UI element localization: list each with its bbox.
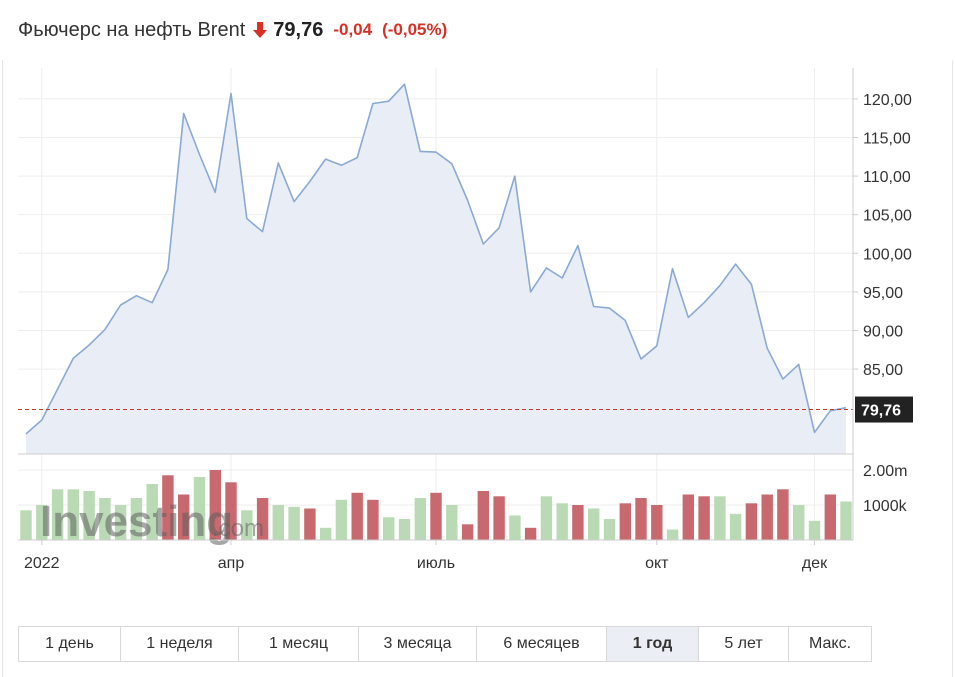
- volume-bar: [225, 482, 237, 541]
- volume-bar: [367, 499, 379, 541]
- volume-bar: [729, 513, 742, 541]
- volume-bar: [162, 475, 174, 541]
- price-line: [25, 83, 847, 435]
- period-button-max[interactable]: Макс.: [808, 635, 852, 652]
- volume-bar: [51, 489, 64, 541]
- volume-bar: [288, 506, 300, 541]
- volume-bar: [461, 524, 474, 541]
- volume-axis-label: 2.00m: [863, 463, 907, 480]
- volume-bar: [682, 494, 694, 540]
- volume-bar: [67, 489, 79, 541]
- volume-bar: [446, 505, 458, 540]
- volume-bar: [840, 501, 852, 540]
- volume-bar: [398, 519, 411, 540]
- watermark-suffix: .com: [212, 515, 264, 542]
- volume-bar: [99, 498, 111, 540]
- y-tick-label: 95,00: [863, 285, 903, 302]
- volume-axis-label: 1000k: [863, 498, 908, 515]
- volume-bar: [588, 508, 600, 540]
- volume-bar: [272, 505, 284, 540]
- x-tick-label: июль: [417, 555, 455, 572]
- y-tick-label: 105,00: [863, 208, 912, 225]
- instrument-title: Фьючерс на нефть Brent: [18, 18, 246, 41]
- volume-bar: [256, 498, 269, 540]
- period-button-1-year[interactable]: 1 год: [607, 627, 699, 661]
- y-tick-label: 85,00: [863, 362, 903, 379]
- down-arrow-icon: [253, 22, 268, 38]
- axes: 120,00 115,00 110,00 105,00 100,00 95,00 90,00…: [18, 68, 912, 572]
- volume-bar: [808, 520, 821, 541]
- y-tick-label: 90,00: [863, 323, 903, 340]
- current-price-label-bg: [855, 396, 913, 423]
- price-change-percent: (-0,05%): [382, 20, 448, 39]
- period-button-3-months[interactable]: 3 месяца: [359, 627, 477, 661]
- volume-bar: [193, 477, 206, 540]
- period-button-1-month[interactable]: 1 месяц: [239, 627, 359, 661]
- volume-bar: [777, 489, 789, 541]
- volume-bar: [540, 496, 553, 541]
- volume-bar: [761, 494, 773, 540]
- volume-bar: [824, 494, 836, 540]
- volume-bar: [351, 492, 363, 541]
- current-price-label: 79,76: [855, 396, 913, 423]
- volume-bar: [572, 505, 584, 540]
- investing-watermark-logo: Investing .com: [40, 497, 264, 546]
- chart-panel: [2, 60, 953, 677]
- volume-bar: [114, 505, 127, 540]
- volume-bar: [414, 498, 426, 540]
- volume-bar: [793, 505, 805, 540]
- volume-bar: [178, 494, 190, 540]
- period-button-5-years[interactable]: 5 лет: [699, 627, 789, 661]
- volume-bar: [619, 503, 631, 541]
- x-tick-label: апр: [218, 555, 245, 572]
- volume-bar: [83, 491, 95, 540]
- volume-bar: [666, 529, 679, 540]
- x-tick-label: окт: [645, 555, 669, 572]
- price-change: -0,04: [333, 20, 373, 39]
- volume-bar: [146, 484, 158, 540]
- volume-bar: [477, 491, 489, 540]
- period-button-1-day[interactable]: 1 день: [19, 627, 121, 661]
- y-tick-label: 115,00: [863, 130, 911, 147]
- y-tick-label: 120,00: [863, 92, 912, 109]
- volume-bar: [319, 527, 332, 541]
- y-tick-label: 100,00: [863, 246, 912, 263]
- quote-header: Фьючерс на нефть Brent 79,76 -0,04 (-0,0…: [18, 14, 447, 46]
- period-button-6-months[interactable]: 6 месяцев: [477, 627, 607, 661]
- watermark-brand: Investing: [40, 497, 233, 546]
- volume-bar: [130, 498, 143, 540]
- volume-bar: [509, 515, 521, 540]
- volume-bar: [745, 503, 758, 541]
- volume-bar: [603, 519, 616, 540]
- volume-bar: [651, 505, 663, 540]
- x-tick-label: 2022: [24, 555, 60, 572]
- volume-bar: [430, 492, 442, 541]
- volume-bar: [304, 508, 316, 540]
- volume-bar: [335, 499, 348, 541]
- y-tick-label: 110,00: [863, 169, 911, 186]
- volume-bar: [36, 505, 48, 540]
- volume-bar: [241, 510, 253, 541]
- volume-bar: [383, 517, 395, 541]
- current-price-label-text: 79,76: [861, 403, 901, 420]
- volume-bar: [209, 470, 221, 540]
- volume-bar: [20, 510, 32, 541]
- volume-bar: [556, 503, 568, 541]
- period-button-1-week[interactable]: 1 неделя: [121, 627, 239, 661]
- volume-bar: [524, 527, 537, 541]
- price-area: [26, 84, 846, 454]
- last-price: 79,76: [273, 18, 324, 41]
- volume-bar: [635, 498, 647, 540]
- period-selector: 1 день 1 неделя 1 месяц 3 месяца 6 месяцев 1 …: [18, 626, 872, 662]
- volume-bar: [714, 496, 726, 541]
- x-tick-label: дек: [802, 555, 828, 572]
- volume-bar: [698, 496, 710, 541]
- volume-bars: [20, 470, 852, 541]
- volume-bar: [493, 496, 505, 541]
- price-chart[interactable]: Investing .com 120,00115,00110,00105,001…: [0, 0, 955, 620]
